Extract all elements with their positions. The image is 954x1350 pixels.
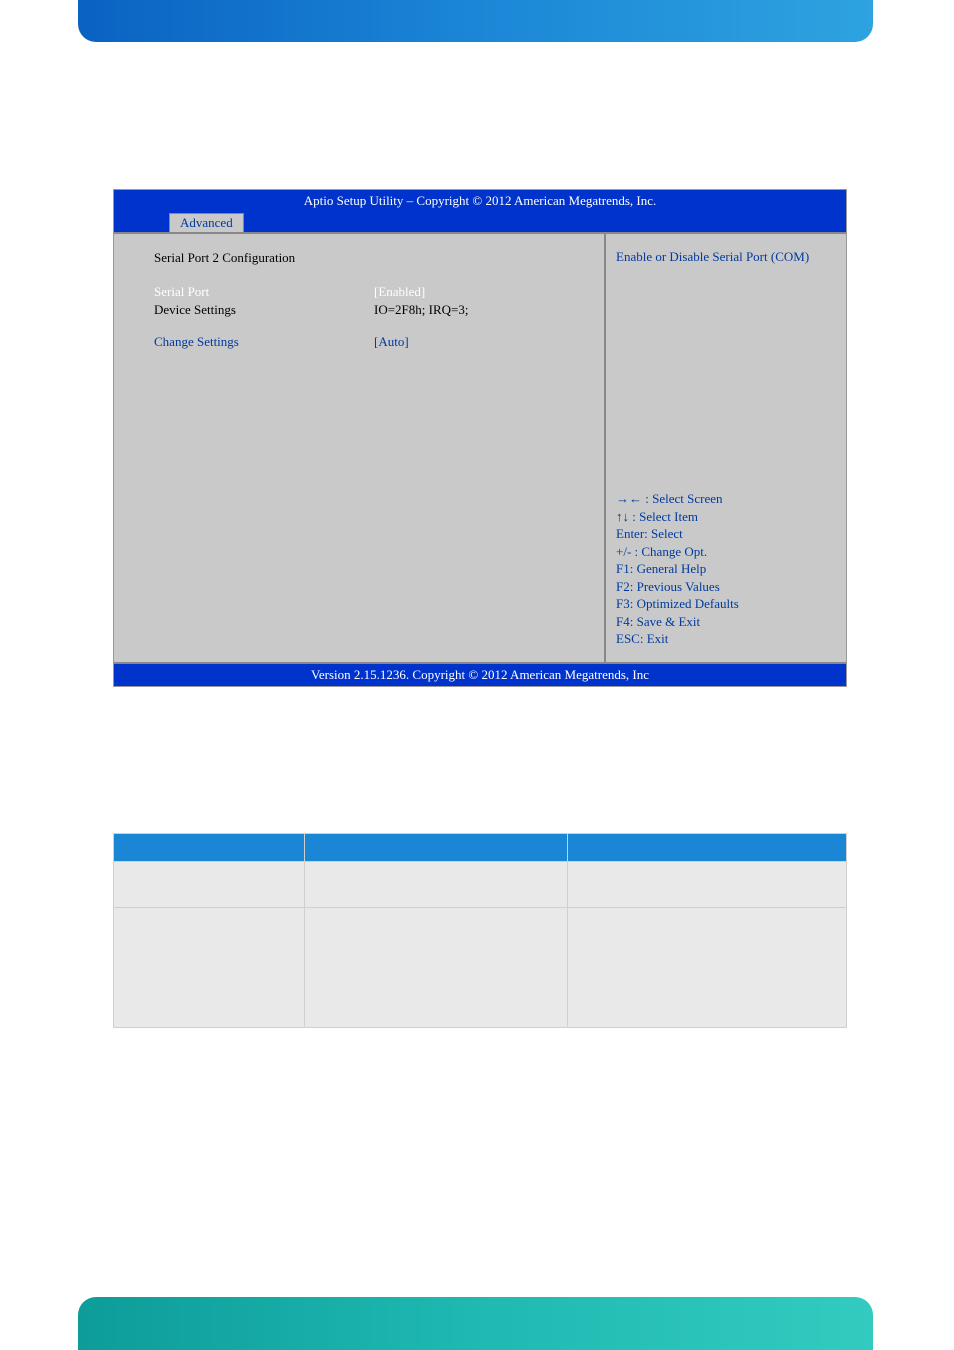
key-select-item: ↑↓ : Select Item <box>616 508 836 526</box>
cell <box>304 862 568 908</box>
help-description: Enable or Disable Serial Port (COM) <box>616 248 836 266</box>
row-serial-port[interactable]: Serial Port [Enabled] <box>154 284 594 300</box>
key-enter: Enter: Select <box>616 525 836 543</box>
device-settings-label: Device Settings <box>154 302 374 318</box>
bios-title: Aptio Setup Utility – Copyright © 2012 A… <box>114 190 846 212</box>
table-row <box>114 908 847 1028</box>
change-settings-value: [Auto] <box>374 334 594 350</box>
key-help-block: →← : Select Screen ↑↓ : Select Item Ente… <box>616 400 836 648</box>
bios-window: Aptio Setup Utility – Copyright © 2012 A… <box>113 189 847 687</box>
bottom-banner <box>78 1297 873 1350</box>
bios-footer: Version 2.15.1236. Copyright © 2012 Amer… <box>114 662 846 686</box>
change-settings-label: Change Settings <box>154 334 374 350</box>
key-esc: ESC: Exit <box>616 630 836 648</box>
bios-body: Serial Port 2 Configuration Serial Port … <box>114 232 846 662</box>
row-device-settings: Device Settings IO=2F8h; IRQ=3; <box>154 302 594 318</box>
cell <box>304 908 568 1028</box>
options-table-header-row <box>114 834 847 862</box>
key-f4: F4: Save & Exit <box>616 613 836 631</box>
key-f2: F2: Previous Values <box>616 578 836 596</box>
row-change-settings[interactable]: Change Settings [Auto] <box>154 334 594 350</box>
key-select-screen: →← : Select Screen <box>616 490 836 508</box>
device-settings-value: IO=2F8h; IRQ=3; <box>374 302 594 318</box>
bios-help-pane: Enable or Disable Serial Port (COM) →← :… <box>606 234 846 662</box>
spacer <box>154 320 594 334</box>
options-th-3 <box>568 834 847 862</box>
table-row <box>114 862 847 908</box>
serial-port-label: Serial Port <box>154 284 374 300</box>
options-th-2 <box>304 834 568 862</box>
key-change-opt: +/- : Change Opt. <box>616 543 836 561</box>
key-f3: F3: Optimized Defaults <box>616 595 836 613</box>
options-table <box>113 833 847 1028</box>
tab-advanced[interactable]: Advanced <box>169 213 244 233</box>
section-heading: Serial Port 2 Configuration <box>154 250 594 266</box>
top-banner <box>78 0 873 42</box>
options-th-1 <box>114 834 305 862</box>
cell <box>568 908 847 1028</box>
cell <box>568 862 847 908</box>
key-f1: F1: General Help <box>616 560 836 578</box>
cell <box>114 862 305 908</box>
serial-port-value: [Enabled] <box>374 284 594 300</box>
bios-tab-row: Advanced <box>114 212 846 232</box>
cell <box>114 908 305 1028</box>
bios-main-pane: Serial Port 2 Configuration Serial Port … <box>114 234 606 662</box>
